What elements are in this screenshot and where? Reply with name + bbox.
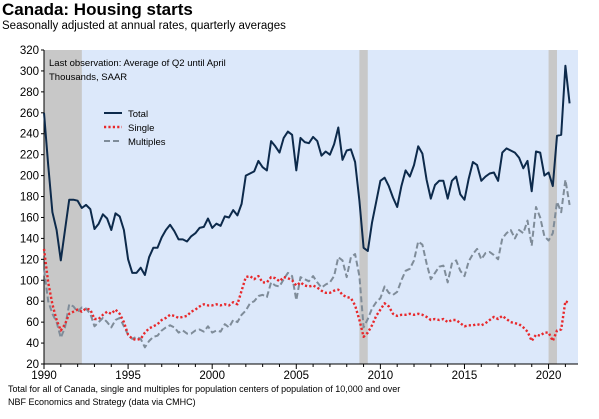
recession-band bbox=[548, 50, 557, 364]
axes: 20 40 60 80 100 120 140 160 180 200 220 240 260 280 30… bbox=[20, 45, 578, 382]
y-tick-label: 80 bbox=[26, 296, 39, 308]
x-tick-label: 2010 bbox=[368, 370, 394, 382]
recession-shading bbox=[44, 50, 557, 364]
footnote-line-1: Total for all of Canada, single and mult… bbox=[8, 384, 401, 394]
plot-background bbox=[44, 50, 578, 364]
series-line-multiples bbox=[43, 178, 571, 349]
y-tick-label: 120 bbox=[20, 254, 39, 266]
y-tick-label: 160 bbox=[20, 212, 39, 224]
y-tick-label: 20 bbox=[26, 359, 39, 371]
chart-title: Canada: Housing starts bbox=[2, 0, 193, 19]
legend-label-single: Single bbox=[128, 123, 154, 134]
annotation-units: Thousands, SAAR bbox=[49, 72, 127, 83]
x-tick-label: 2020 bbox=[536, 370, 562, 382]
y-tick-label: 220 bbox=[20, 150, 39, 162]
x-tick-label: 2005 bbox=[283, 370, 309, 382]
x-tick-label: 1990 bbox=[31, 370, 57, 382]
footnote: Total for all of Canada, single and mult… bbox=[8, 383, 400, 409]
footnote-line-2: NBF Economics and Strategy (data via CMH… bbox=[8, 397, 196, 407]
y-tick-label: 200 bbox=[20, 171, 39, 183]
y-tick-label: 140 bbox=[20, 233, 39, 245]
y-tick-label: 240 bbox=[20, 129, 39, 141]
recession-band bbox=[359, 50, 368, 364]
series-line-single bbox=[42, 248, 571, 343]
recession-band bbox=[44, 50, 82, 364]
y-tick-label: 100 bbox=[20, 275, 39, 287]
series-line-total bbox=[43, 64, 571, 276]
y-tick-label: 60 bbox=[26, 317, 39, 329]
y-tick-label: 300 bbox=[20, 66, 39, 78]
legend-label-multiples: Multiples bbox=[128, 137, 166, 148]
legend: Total Single Multiples bbox=[104, 109, 166, 148]
x-tick-label: 2015 bbox=[452, 370, 478, 382]
y-tick-label: 260 bbox=[20, 108, 39, 120]
y-tick-label: 180 bbox=[20, 192, 39, 204]
legend-label-total: Total bbox=[128, 109, 148, 120]
series-lines bbox=[42, 64, 571, 349]
chart-subtitle: Seasonally adjusted at annual rates, qua… bbox=[2, 20, 286, 32]
x-tick-label: 1995 bbox=[115, 370, 141, 382]
x-tick-label: 2000 bbox=[199, 370, 225, 382]
y-tick-label: 40 bbox=[26, 338, 39, 350]
y-tick-label: 280 bbox=[20, 87, 39, 99]
annotation-last-observation: Last observation: Average of Q2 until Ap… bbox=[49, 58, 226, 69]
y-tick-label: 320 bbox=[20, 45, 39, 57]
